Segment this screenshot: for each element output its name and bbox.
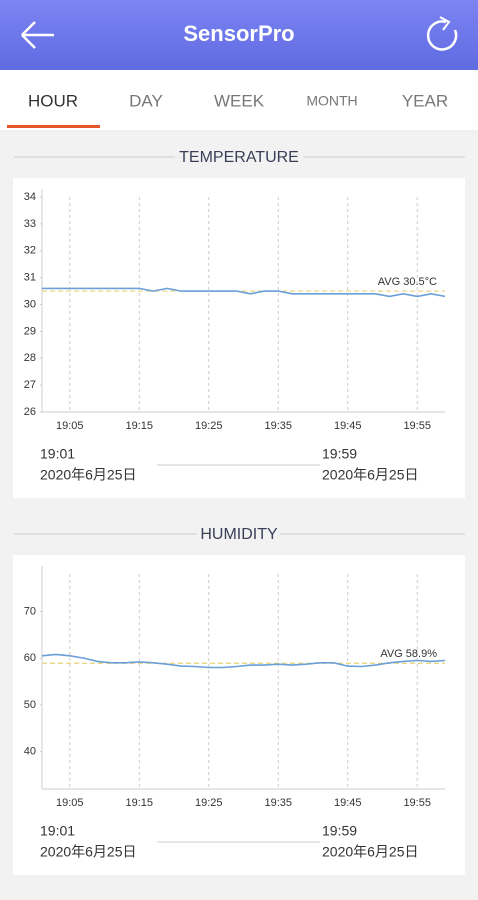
x-tick-label: 19:25 — [195, 420, 223, 432]
x-tick-label: 19:55 — [403, 420, 431, 432]
y-tick-label: 40 — [24, 746, 36, 758]
tab[interactable]: HOUR — [28, 91, 78, 110]
y-tick-label: 33 — [24, 218, 36, 230]
y-tick-label: 60 — [24, 652, 36, 664]
y-tick-label: 26 — [24, 406, 36, 418]
y-tick-label: 28 — [24, 352, 36, 364]
range-end-time: 19:59 — [322, 823, 357, 839]
avg-label: AVG 58.9% — [380, 648, 437, 660]
range-end-time: 19:59 — [322, 446, 357, 462]
refresh-button[interactable] — [426, 16, 458, 51]
range-start-date: 2020年6月25日 — [40, 467, 137, 483]
range-start-time: 19:01 — [40, 823, 75, 839]
tab[interactable]: WEEK — [214, 91, 265, 110]
app-title: SensorPro — [183, 21, 294, 46]
x-tick-label: 19:35 — [264, 420, 292, 432]
section-title: HUMIDITY — [200, 526, 278, 543]
chart-card — [13, 178, 465, 498]
tab-bar — [0, 70, 478, 132]
x-tick-label: 19:55 — [403, 797, 431, 809]
y-tick-label: 70 — [24, 605, 36, 617]
x-tick-label: 19:05 — [56, 797, 84, 809]
x-tick-label: 19:05 — [56, 420, 84, 432]
data-line — [41, 653, 446, 669]
tab-indicator — [7, 125, 100, 128]
y-tick-label: 34 — [24, 191, 36, 203]
range-start-date: 2020年6月25日 — [40, 844, 137, 860]
x-tick-label: 19:15 — [126, 797, 154, 809]
back-button[interactable] — [21, 21, 54, 49]
x-tick-label: 19:15 — [126, 420, 154, 432]
avg-label: AVG 30.5°C — [378, 276, 437, 288]
range-end-date: 2020年6月25日 — [322, 844, 419, 860]
x-tick-label: 19:25 — [195, 797, 223, 809]
y-tick-label: 31 — [24, 272, 36, 284]
y-tick-label: 29 — [24, 325, 36, 337]
x-tick-label: 19:35 — [264, 797, 292, 809]
range-end-date: 2020年6月25日 — [322, 467, 419, 483]
y-tick-label: 32 — [24, 245, 36, 257]
y-tick-label: 50 — [24, 699, 36, 711]
y-tick-label: 27 — [24, 379, 36, 391]
y-tick-label: 30 — [24, 298, 36, 310]
tab[interactable]: DAY — [129, 91, 163, 110]
x-tick-label: 19:45 — [334, 420, 362, 432]
tab[interactable]: MONTH — [306, 93, 357, 109]
app-bar — [0, 0, 478, 70]
section-title: TEMPERATURE — [179, 149, 299, 166]
range-start-time: 19:01 — [40, 446, 75, 462]
x-tick-label: 19:45 — [334, 797, 362, 809]
chart-card — [13, 555, 465, 875]
data-line — [42, 287, 446, 298]
tab[interactable]: YEAR — [402, 91, 448, 110]
